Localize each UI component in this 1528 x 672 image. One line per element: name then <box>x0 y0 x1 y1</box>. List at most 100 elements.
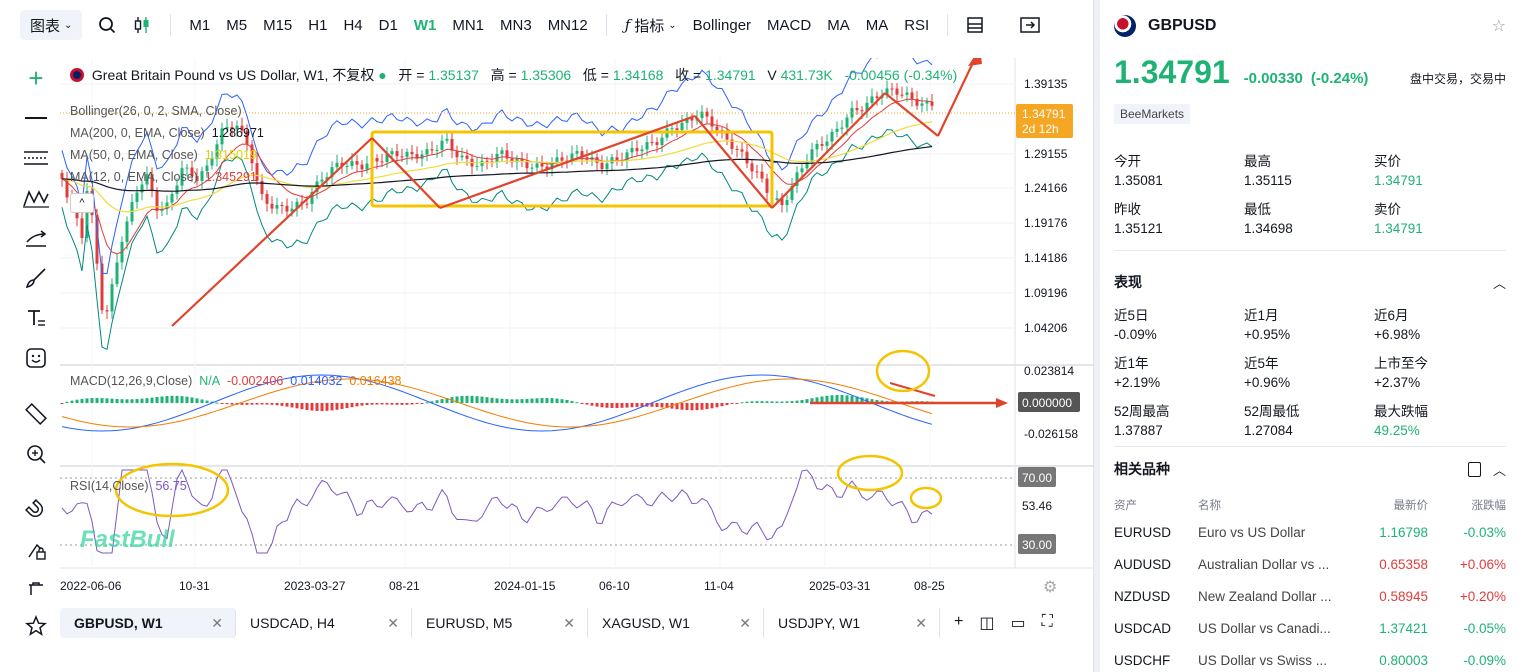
quote-value: 1.35121 <box>1114 221 1163 236</box>
lock-drawings-icon[interactable] <box>22 536 50 564</box>
macd-histogram-bar <box>120 399 124 403</box>
related-row-audusd[interactable]: AUDUSD Australian Dollar vs ... 0.65358 +0.… <box>1114 548 1506 580</box>
symbol-tab[interactable]: USDJPY, W1 ✕ <box>764 608 940 638</box>
close-icon[interactable]: ✕ <box>387 614 399 631</box>
timeframe-m1[interactable]: M1 <box>189 16 211 34</box>
ma200-line <box>61 145 933 192</box>
candle-body <box>305 203 309 205</box>
trend-arrow-annotation <box>694 115 773 209</box>
symbol-tab[interactable]: EURUSD, M5 ✕ <box>412 608 588 638</box>
macd-histogram-bar <box>95 397 99 403</box>
wave-pattern-icon[interactable] <box>22 184 50 212</box>
emoji-icon[interactable] <box>22 344 50 372</box>
layout-button[interactable] <box>958 10 992 40</box>
related-row-usdcad[interactable]: USDCAD US Dollar vs Canadi... 1.37421 -0.05… <box>1114 612 1506 644</box>
add-tab-icon[interactable]: + <box>954 613 964 630</box>
indicator-bollinger-button[interactable]: Bollinger <box>692 16 752 34</box>
candle-body <box>220 128 224 145</box>
timeframe-w1[interactable]: W1 <box>413 16 437 34</box>
chevron-up-icon[interactable]: ︿ <box>1492 462 1506 478</box>
timeframe-mn1[interactable]: MN1 <box>452 16 485 34</box>
timeframe-mn12[interactable]: MN12 <box>547 16 588 34</box>
price-chart[interactable]: 1.39135 1.29155 1.24166 1.19176 1.14186 1.091… <box>60 58 1094 603</box>
symbol-tab[interactable]: GBPUSD, W1 ✕ <box>60 608 236 638</box>
macd-histogram-bar <box>710 403 714 409</box>
timeframe-h4[interactable]: H4 <box>343 16 363 34</box>
close-icon[interactable]: ✕ <box>915 614 927 631</box>
related-name: Euro vs US Dollar <box>1198 524 1306 540</box>
chart-area[interactable]: 1.39135 1.29155 1.24166 1.19176 1.14186 1.091… <box>60 58 1094 603</box>
text-tool-icon[interactable] <box>22 304 50 332</box>
favorite-star-icon[interactable] <box>22 612 50 640</box>
candle-body <box>825 141 829 146</box>
timeframe-mn3[interactable]: MN3 <box>500 16 532 34</box>
fullscreen-icon[interactable]: ⛶ <box>1041 613 1053 630</box>
chart-settings-icon[interactable]: ⚙ <box>1043 579 1058 596</box>
quote-value: 1.35115 <box>1244 173 1292 188</box>
macd-histogram-bar <box>260 403 264 405</box>
trend-arrow-icon[interactable] <box>22 224 50 252</box>
last-price: 1.34791 <box>1114 54 1230 90</box>
candle-body <box>415 154 419 159</box>
performance-title: 表现 <box>1114 274 1142 290</box>
brush-icon[interactable] <box>22 264 50 292</box>
indicator-macd-button[interactable]: MACD <box>767 16 812 34</box>
candle-body <box>85 190 89 238</box>
trash-icon[interactable] <box>22 574 50 602</box>
split-layout-icon[interactable]: ◫ <box>979 615 995 632</box>
macd-histogram-bar <box>375 403 379 405</box>
chart-type-dropdown[interactable]: 图表 ⌄ <box>20 10 83 40</box>
horizontal-line-icon[interactable] <box>22 104 50 132</box>
symbol-tab[interactable]: USDCAD, H4 ✕ <box>236 608 412 638</box>
parallel-lines-icon[interactable] <box>22 144 50 172</box>
candle-body <box>645 142 649 150</box>
crosshair-icon[interactable]: + <box>28 62 44 93</box>
close-icon[interactable]: ✕ <box>739 614 751 631</box>
fullscreen-exit-button[interactable] <box>1012 10 1048 40</box>
open-value: 1.35137 <box>428 67 479 83</box>
macd-histogram-bar <box>345 403 349 409</box>
candle-body <box>490 161 494 163</box>
performance-header[interactable]: 表现 ︿ <box>1114 272 1506 292</box>
timeframe-d1[interactable]: D1 <box>378 16 398 34</box>
candle-body <box>730 139 734 149</box>
macd-histogram-bar <box>475 396 479 403</box>
candle-body <box>100 263 104 311</box>
candle-body <box>200 171 204 181</box>
zoom-in-icon[interactable] <box>22 440 50 468</box>
symbol-tab[interactable]: XAGUSD, W1 ✕ <box>588 608 764 638</box>
macd-histogram-bar <box>650 403 654 407</box>
ruler-icon[interactable] <box>22 400 50 428</box>
document-icon[interactable] <box>1467 461 1481 477</box>
related-code: USDCAD <box>1114 620 1172 636</box>
related-row-nzdusd[interactable]: NZDUSD New Zealand Dollar ... 0.58945 +0.20… <box>1114 580 1506 612</box>
indicators-button[interactable]: ƒ 指标 ⌄ <box>617 10 685 40</box>
quote-item: 昨收 1.35121 <box>1114 198 1244 236</box>
related-row-usdchf[interactable]: USDCHF US Dollar vs Swiss ... 0.80003 -0.09… <box>1114 644 1506 672</box>
chevron-up-icon[interactable]: ︿ <box>1492 275 1506 291</box>
macd-histogram-bar <box>165 396 169 403</box>
candle-body <box>760 171 764 179</box>
macd-histogram-bar <box>690 403 694 411</box>
search-button[interactable] <box>90 10 124 40</box>
timeframe-m15[interactable]: M15 <box>263 16 293 34</box>
related-row-eurusd[interactable]: EURUSD Euro vs US Dollar 1.16798 -0.03% <box>1114 516 1506 548</box>
single-layout-icon[interactable]: ▭ <box>1010 615 1026 632</box>
indicator-ma-button[interactable]: MA <box>827 16 850 34</box>
arrow-head-annotation <box>968 58 982 66</box>
favorite-star-icon[interactable]: ☆ <box>1491 18 1506 35</box>
magnet-icon[interactable] <box>22 496 50 524</box>
candle-body <box>165 202 169 210</box>
candle-style-button[interactable] <box>124 10 160 40</box>
timeframe-h1[interactable]: H1 <box>308 16 328 34</box>
timeframe-m5[interactable]: M5 <box>226 16 248 34</box>
indicator-ma-button[interactable]: MA <box>865 16 889 34</box>
macd-histogram-bar <box>445 398 449 403</box>
close-icon[interactable]: ✕ <box>563 614 575 631</box>
close-icon[interactable]: ✕ <box>211 614 223 631</box>
quote-item: 最高 1.35115 <box>1244 150 1374 188</box>
indicator-rsi-button[interactable]: RSI <box>904 16 930 34</box>
macd-histogram-bar <box>615 403 619 408</box>
time-tick-label: 11-04 <box>704 579 734 593</box>
collapse-legend-button[interactable]: ^ <box>70 193 94 213</box>
